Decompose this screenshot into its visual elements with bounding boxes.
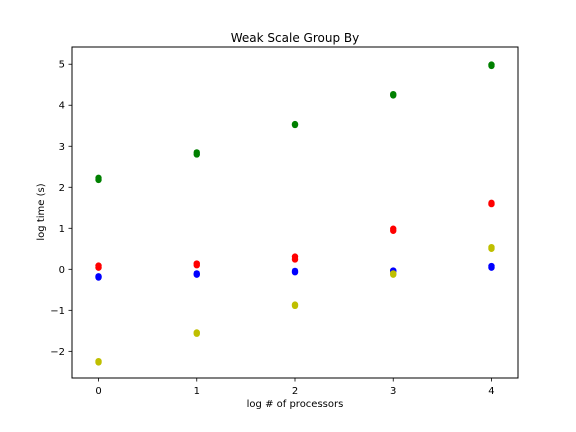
data-point-series-3 bbox=[194, 270, 200, 276]
data-point-series-4 bbox=[488, 244, 494, 250]
x-tick-label: 2 bbox=[292, 386, 298, 397]
data-point-series-1 bbox=[95, 175, 101, 181]
data-point-series-2 bbox=[194, 260, 200, 266]
data-point-series-3 bbox=[488, 263, 494, 269]
y-tick-label: −1 bbox=[50, 306, 65, 317]
data-point-series-3 bbox=[95, 273, 101, 279]
data-point-series-4 bbox=[292, 301, 298, 307]
y-tick-label: 4 bbox=[59, 101, 65, 112]
y-tick-label: 0 bbox=[59, 265, 65, 276]
data-point-series-3 bbox=[292, 268, 298, 274]
data-point-series-4 bbox=[95, 358, 101, 364]
data-point-series-4 bbox=[194, 329, 200, 335]
x-axis-label: log # of processors bbox=[247, 399, 344, 410]
data-point-series-1 bbox=[390, 91, 396, 97]
y-tick-label: 5 bbox=[59, 60, 65, 71]
data-point-series-2 bbox=[488, 200, 494, 206]
y-tick-label: 1 bbox=[59, 224, 65, 235]
x-tick-label: 1 bbox=[194, 386, 200, 397]
data-point-series-2 bbox=[292, 253, 298, 259]
data-point-series-2 bbox=[95, 262, 101, 268]
y-tick-label: −2 bbox=[50, 347, 65, 358]
chart-title: Weak Scale Group By bbox=[231, 31, 359, 45]
y-axis-label: log time (s) bbox=[36, 183, 47, 240]
data-point-series-1 bbox=[292, 121, 298, 127]
data-point-series-4 bbox=[390, 270, 396, 276]
y-tick-label: 3 bbox=[59, 142, 65, 153]
x-tick-label: 3 bbox=[390, 386, 396, 397]
data-point-series-1 bbox=[488, 61, 494, 67]
x-tick-label: 0 bbox=[95, 386, 101, 397]
data-point-series-1 bbox=[194, 149, 200, 155]
y-tick-label: 2 bbox=[59, 183, 65, 194]
data-point-series-2 bbox=[390, 226, 396, 232]
x-tick-label: 4 bbox=[488, 386, 494, 397]
